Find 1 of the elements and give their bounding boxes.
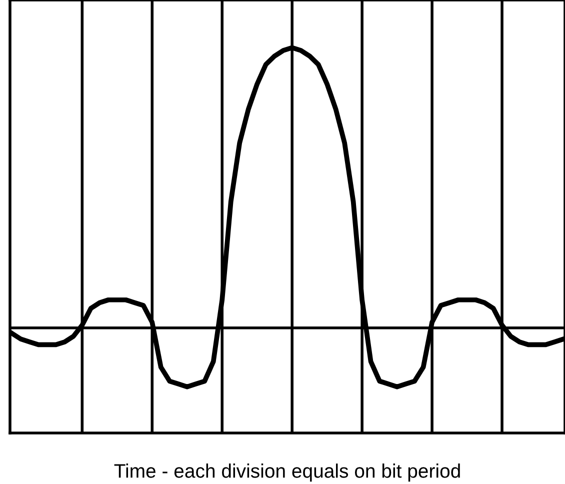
x-axis-title: Time - each division equals on bit period [114,464,460,482]
